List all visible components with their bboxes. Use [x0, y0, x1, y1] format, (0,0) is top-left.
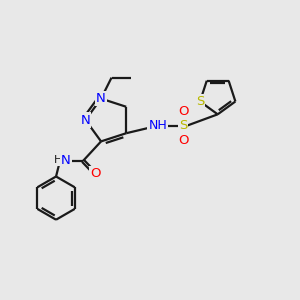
Text: O: O [178, 105, 188, 118]
Text: O: O [178, 134, 188, 147]
Text: S: S [196, 95, 204, 108]
Text: N: N [81, 113, 90, 127]
Text: N: N [96, 92, 106, 105]
Text: O: O [90, 167, 100, 180]
Text: NH: NH [148, 119, 167, 132]
Text: H: H [54, 155, 62, 165]
Text: N: N [61, 154, 71, 167]
Text: S: S [179, 119, 188, 132]
